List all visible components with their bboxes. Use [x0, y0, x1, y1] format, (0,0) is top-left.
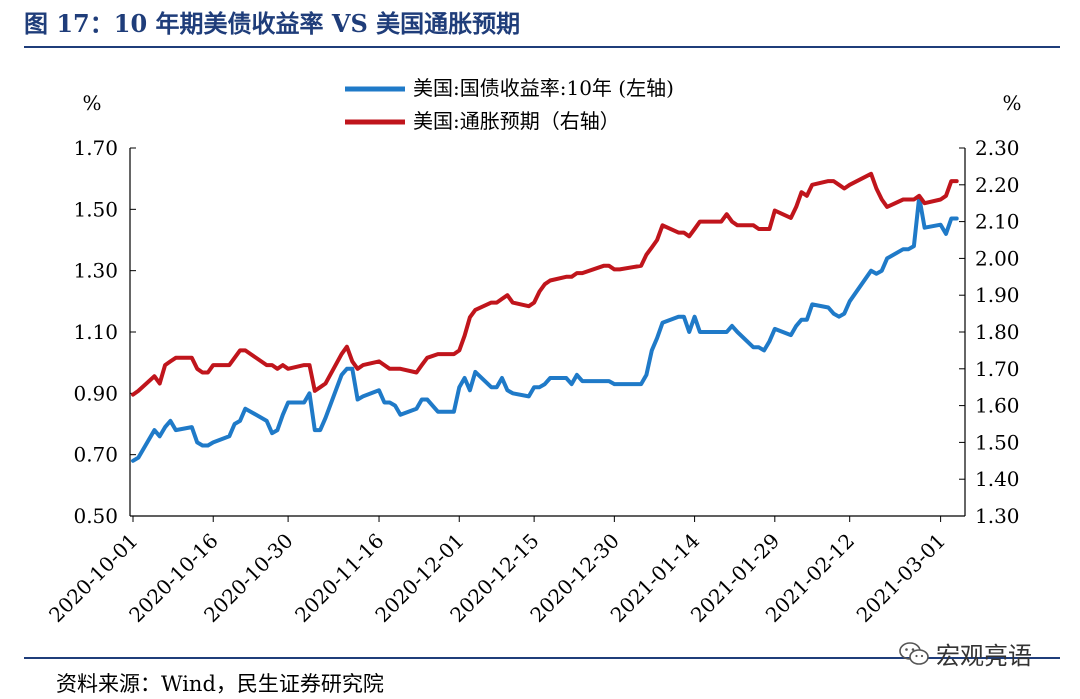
left-tick-label: 0.70 — [73, 443, 118, 467]
right-tick-label: 2.20 — [975, 173, 1020, 197]
left-tick-label: 0.90 — [73, 381, 118, 405]
watermark-text: 宏观亮语 — [936, 642, 1032, 670]
right-tick-label: 1.40 — [975, 467, 1020, 491]
left-tick-label: 0.50 — [73, 504, 118, 528]
title-rule — [24, 46, 1060, 48]
figure-title: 图 17：10 年期美债收益率 VS 美国通胀预期 — [24, 9, 521, 38]
source-note: 资料来源：Wind，民生证券研究院 — [56, 672, 384, 696]
series-line-treasury-yield — [131, 195, 959, 463]
x-tick-label: 2021-03-01 — [852, 529, 951, 628]
left-tick-label: 1.50 — [73, 197, 118, 221]
legend-label: 美国:国债收益率:10年 (左轴) — [413, 76, 674, 100]
left-tick-label: 1.10 — [73, 320, 118, 344]
right-tick-label: 1.70 — [975, 357, 1020, 381]
source-rule — [24, 657, 1060, 659]
left-tick-label: 1.30 — [73, 259, 118, 283]
right-tick-label: 2.00 — [975, 246, 1020, 270]
right-tick-label: 2.30 — [975, 136, 1020, 160]
right-axis-unit: % — [1002, 91, 1021, 115]
left-axis-unit: % — [82, 91, 101, 115]
right-tick-label: 1.50 — [975, 430, 1020, 454]
series-line-inflation-expectation — [131, 171, 959, 397]
right-tick-label: 1.30 — [975, 504, 1020, 528]
left-tick-label: 1.70 — [73, 136, 118, 160]
right-tick-label: 1.90 — [975, 283, 1020, 307]
right-tick-label: 1.80 — [975, 320, 1020, 344]
legend-label: 美国:通胀预期（右轴） — [413, 109, 620, 133]
right-tick-label: 2.10 — [975, 210, 1020, 234]
right-tick-label: 1.60 — [975, 394, 1020, 418]
watermark: 宏观亮语 — [898, 636, 1032, 671]
wechat-icon — [899, 641, 929, 665]
